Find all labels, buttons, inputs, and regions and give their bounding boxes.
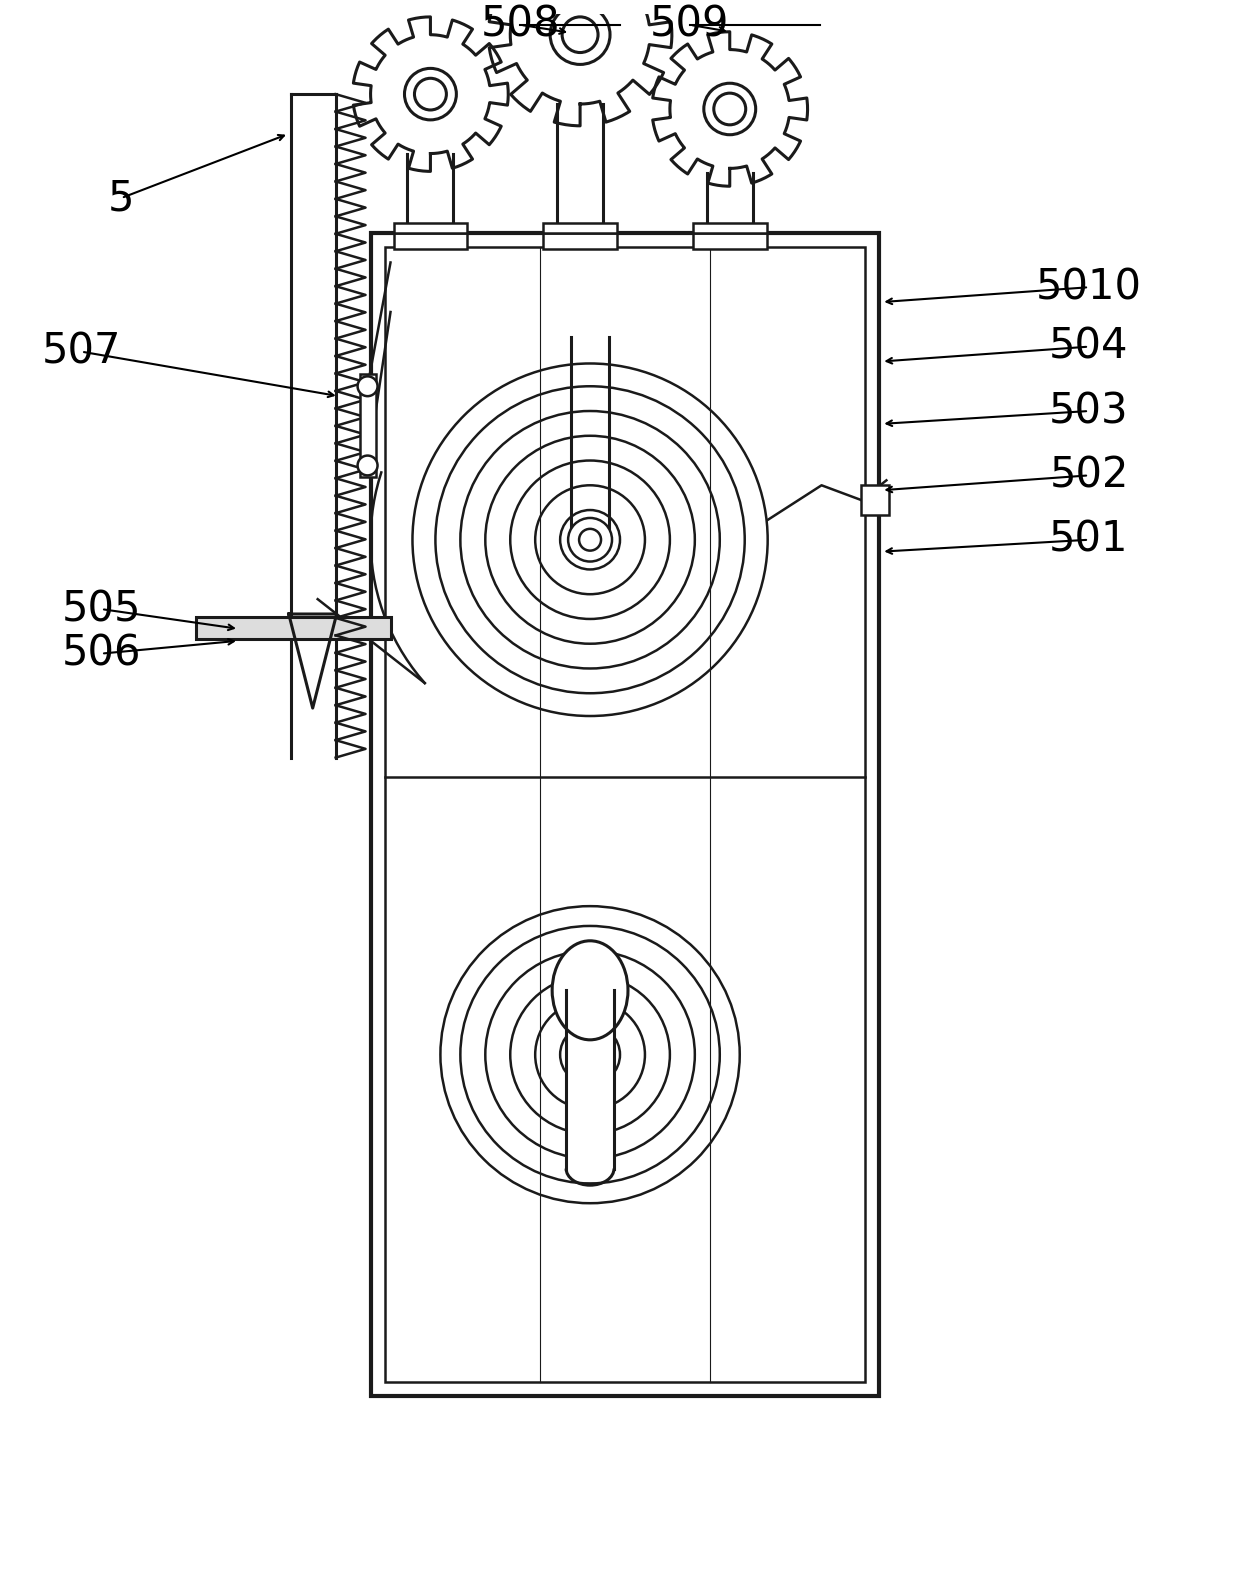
Bar	[393, 233, 467, 248]
Circle shape	[357, 377, 377, 396]
Bar	[862, 485, 889, 515]
Text: 5010: 5010	[1035, 265, 1142, 308]
Text: 503: 503	[1049, 390, 1128, 432]
Text: 509: 509	[650, 3, 729, 46]
Text: 502: 502	[1049, 454, 1128, 496]
Circle shape	[357, 456, 377, 476]
Text: 508: 508	[480, 3, 560, 46]
Circle shape	[568, 518, 613, 561]
Text: 5: 5	[108, 178, 134, 218]
Bar	[393, 223, 467, 233]
Bar	[196, 617, 391, 639]
Text: 501: 501	[1049, 518, 1128, 561]
Text: 506: 506	[62, 633, 141, 674]
Text: 504: 504	[1049, 325, 1128, 368]
Bar	[360, 374, 376, 478]
Text: 507: 507	[41, 330, 120, 372]
Bar	[693, 223, 766, 233]
Bar	[543, 223, 618, 233]
Bar	[384, 247, 866, 1382]
Bar	[567, 941, 614, 1169]
Bar	[371, 233, 879, 1397]
Text: 505: 505	[62, 588, 141, 630]
Bar	[693, 233, 766, 248]
Ellipse shape	[552, 941, 627, 1040]
Bar	[543, 233, 618, 248]
